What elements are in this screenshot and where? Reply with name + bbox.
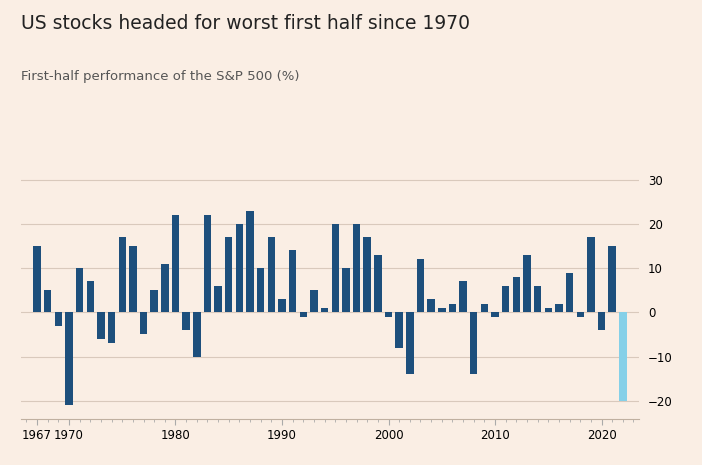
- Bar: [576, 312, 584, 317]
- Bar: [310, 290, 318, 312]
- Bar: [512, 277, 520, 312]
- Bar: [523, 255, 531, 312]
- Bar: [183, 312, 190, 330]
- Bar: [225, 237, 232, 312]
- Bar: [609, 246, 616, 312]
- Bar: [364, 237, 371, 312]
- Bar: [236, 224, 243, 312]
- Bar: [33, 246, 41, 312]
- Bar: [150, 290, 158, 312]
- Bar: [353, 224, 360, 312]
- Bar: [267, 237, 275, 312]
- Bar: [598, 312, 605, 330]
- Bar: [172, 215, 179, 312]
- Bar: [342, 268, 350, 312]
- Bar: [438, 308, 446, 312]
- Bar: [417, 259, 424, 312]
- Bar: [534, 286, 541, 312]
- Bar: [246, 211, 254, 312]
- Bar: [161, 264, 168, 312]
- Bar: [44, 290, 51, 312]
- Bar: [97, 312, 105, 339]
- Bar: [193, 312, 201, 357]
- Text: US stocks headed for worst first half since 1970: US stocks headed for worst first half si…: [21, 14, 470, 33]
- Bar: [321, 308, 329, 312]
- Bar: [587, 237, 595, 312]
- Bar: [108, 312, 115, 343]
- Bar: [449, 304, 456, 312]
- Bar: [395, 312, 403, 348]
- Bar: [428, 299, 435, 312]
- Bar: [481, 304, 488, 312]
- Bar: [385, 312, 392, 317]
- Bar: [300, 312, 307, 317]
- Bar: [119, 237, 126, 312]
- Bar: [491, 312, 498, 317]
- Bar: [140, 312, 147, 334]
- Bar: [566, 272, 574, 312]
- Bar: [331, 224, 339, 312]
- Bar: [289, 251, 296, 312]
- Text: First-half performance of the S&P 500 (%): First-half performance of the S&P 500 (%…: [21, 70, 300, 83]
- Bar: [406, 312, 413, 374]
- Bar: [257, 268, 265, 312]
- Bar: [278, 299, 286, 312]
- Bar: [502, 286, 510, 312]
- Bar: [55, 312, 62, 326]
- Bar: [619, 312, 627, 401]
- Bar: [374, 255, 382, 312]
- Bar: [545, 308, 552, 312]
- Bar: [129, 246, 137, 312]
- Bar: [76, 268, 84, 312]
- Bar: [459, 281, 467, 312]
- Bar: [204, 215, 211, 312]
- Bar: [214, 286, 222, 312]
- Bar: [555, 304, 563, 312]
- Bar: [86, 281, 94, 312]
- Bar: [65, 312, 73, 405]
- Bar: [470, 312, 477, 374]
